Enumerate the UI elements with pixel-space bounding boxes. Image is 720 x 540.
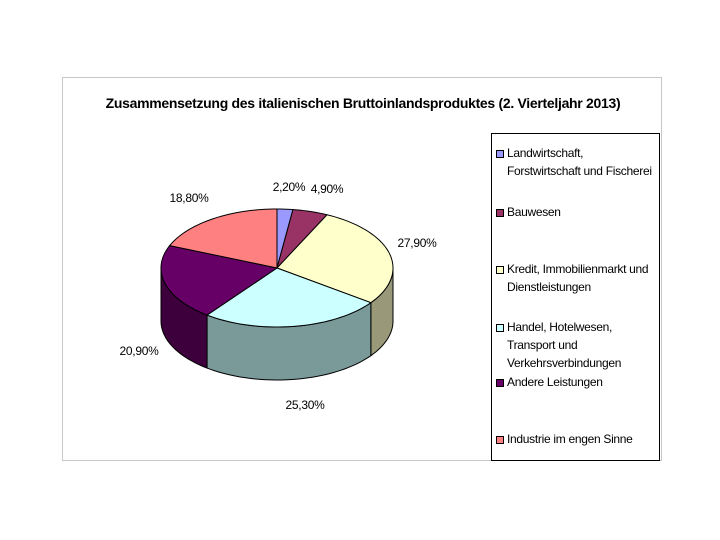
pie-slice-3 — [205, 267, 372, 328]
legend-label: Bauwesen — [507, 205, 561, 219]
data-label-5: 18,80% — [170, 191, 210, 205]
legend-label: Kredit, Immobilienmarkt und Dienstleistu… — [507, 262, 649, 294]
legend-label: Handel, Hotelwesen, Transport und Verkeh… — [507, 320, 622, 370]
chart-title: Zusammensetzung des italienischen Brutto… — [105, 95, 621, 111]
legend-label: Landwirtschaft, Forstwirtschaft und Fisc… — [507, 146, 652, 178]
legend-swatch — [496, 266, 504, 274]
legend-label: Andere Leistungen — [507, 375, 603, 389]
legend-swatch — [496, 379, 504, 387]
chart-legend: Landwirtschaft, Forstwirtschaft und Fisc… — [491, 133, 660, 461]
pie-slice-1 — [276, 209, 329, 269]
data-label-0: 2,20% — [273, 180, 306, 194]
legend-swatch — [496, 150, 504, 158]
data-label-1: 4,90% — [311, 182, 344, 196]
legend-swatch — [496, 209, 504, 217]
chart-frame: Zusammensetzung des italienischen Brutto… — [62, 77, 662, 461]
pie-chart: 2,20% 4,90% 27,90% 25,30% 20,90% 18,80% — [120, 180, 438, 412]
data-label-3: 25,30% — [286, 398, 326, 412]
legend-swatch — [496, 436, 504, 444]
pie-slice-4 — [160, 245, 279, 316]
pie-slice-2 — [276, 214, 394, 304]
legend-swatch — [496, 324, 504, 332]
pie-tops — [160, 208, 394, 328]
legend-label: Industrie im engen Sinne — [507, 432, 633, 446]
data-label-4: 20,90% — [120, 344, 160, 358]
data-label-2: 27,90% — [398, 236, 438, 250]
pie-slice-5 — [168, 208, 278, 269]
